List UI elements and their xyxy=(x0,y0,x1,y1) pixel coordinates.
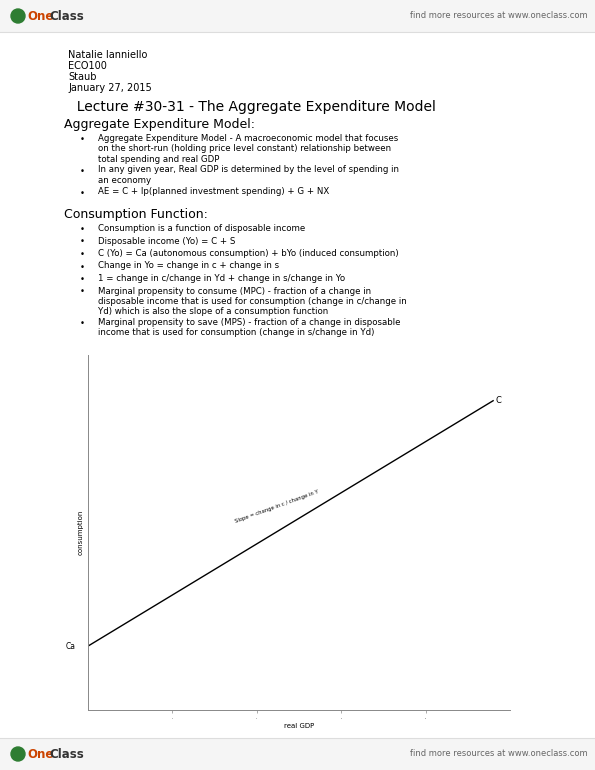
Text: find more resources at www.oneclass.com: find more resources at www.oneclass.com xyxy=(411,749,588,758)
Text: One: One xyxy=(27,9,54,22)
Text: Lecture #30-31 - The Aggregate Expenditure Model: Lecture #30-31 - The Aggregate Expenditu… xyxy=(68,100,436,114)
Text: Disposable income (Yo) = C + S: Disposable income (Yo) = C + S xyxy=(98,236,236,246)
Text: C: C xyxy=(495,397,501,405)
Circle shape xyxy=(11,747,25,761)
Text: Marginal propensity to consume (MPC) - fraction of a change in
disposable income: Marginal propensity to consume (MPC) - f… xyxy=(98,286,407,316)
Text: Class: Class xyxy=(49,748,84,761)
Text: Slope = change in c / change in Y: Slope = change in c / change in Y xyxy=(234,490,320,524)
Text: Consumption Function:: Consumption Function: xyxy=(64,208,208,221)
Circle shape xyxy=(11,9,25,23)
Bar xyxy=(0,738,595,770)
Text: •: • xyxy=(80,135,85,144)
Text: •: • xyxy=(80,189,85,197)
Text: Change in Yo = change in c + change in s: Change in Yo = change in c + change in s xyxy=(98,262,279,270)
Text: Staub: Staub xyxy=(68,72,96,82)
Text: •: • xyxy=(80,263,85,272)
Text: •: • xyxy=(80,275,85,284)
Text: •: • xyxy=(80,166,85,176)
Text: January 27, 2015: January 27, 2015 xyxy=(68,83,152,93)
Text: 1 = change in c/change in Yd + change in s/change in Yo: 1 = change in c/change in Yd + change in… xyxy=(98,274,345,283)
Text: One: One xyxy=(27,748,54,761)
Text: Aggregate Expenditure Model - A macroeconomic model that focuses
on the short-ru: Aggregate Expenditure Model - A macroeco… xyxy=(98,134,398,164)
Text: find more resources at www.oneclass.com: find more resources at www.oneclass.com xyxy=(411,12,588,21)
Text: Class: Class xyxy=(49,9,84,22)
Text: •: • xyxy=(80,250,85,259)
Text: In any given year, Real GDP is determined by the level of spending in
an economy: In any given year, Real GDP is determine… xyxy=(98,166,399,185)
Y-axis label: consumption: consumption xyxy=(78,510,84,555)
Text: Natalie Ianniello: Natalie Ianniello xyxy=(68,50,148,60)
Text: Marginal propensity to save (MPS) - fraction of a change in disposable
income th: Marginal propensity to save (MPS) - frac… xyxy=(98,318,400,337)
Text: Aggregate Expenditure Model:: Aggregate Expenditure Model: xyxy=(64,118,255,131)
Text: •: • xyxy=(80,319,85,328)
Text: C (Yo) = Ca (autonomous consumption) + bYo (induced consumption): C (Yo) = Ca (autonomous consumption) + b… xyxy=(98,249,399,258)
Bar xyxy=(0,0,595,32)
X-axis label: real GDP: real GDP xyxy=(284,723,314,729)
Text: Ca: Ca xyxy=(65,641,76,651)
Text: •: • xyxy=(80,225,85,234)
Text: •: • xyxy=(80,237,85,246)
Text: Consumption is a function of disposable income: Consumption is a function of disposable … xyxy=(98,224,305,233)
Text: ECO100: ECO100 xyxy=(68,61,107,71)
Text: AE = C + Ip(planned investment spending) + G + NX: AE = C + Ip(planned investment spending)… xyxy=(98,188,329,196)
Text: •: • xyxy=(80,287,85,296)
